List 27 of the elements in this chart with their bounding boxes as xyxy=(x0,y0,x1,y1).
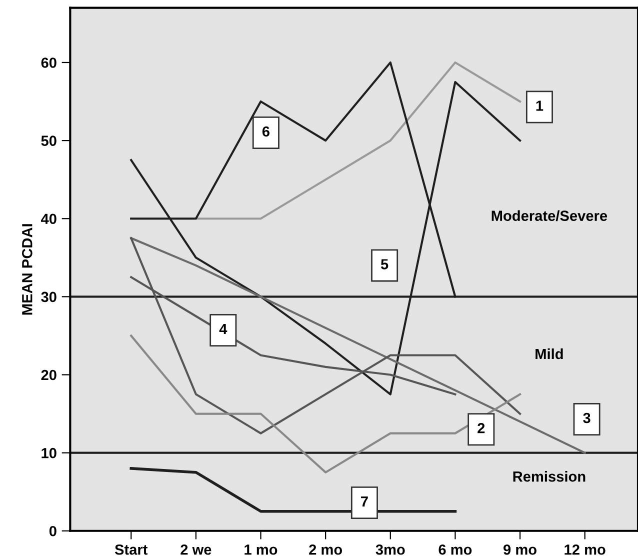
x-tick-label: 2 mo xyxy=(309,544,342,555)
annotation: 5 xyxy=(380,259,388,270)
line-series xyxy=(130,237,522,434)
annotation: 7 xyxy=(361,496,368,507)
y-axis-title: MEAN PCDAI xyxy=(22,224,32,315)
annotation: 6 xyxy=(262,126,270,137)
x-tick-label: 9 mo xyxy=(504,544,536,555)
y-tick-label: 50 xyxy=(41,136,56,146)
x-tick-label: 6 mo xyxy=(438,544,472,555)
band-label: Moderate/Severe xyxy=(492,210,608,222)
band-label: Remission xyxy=(513,471,586,482)
annotation: 2 xyxy=(478,422,485,434)
annotation: 4 xyxy=(219,324,228,334)
annotation: 3 xyxy=(583,412,590,424)
x-tick-label: 12 mo xyxy=(564,544,606,555)
band-label: Mild xyxy=(536,348,563,360)
y-tick-label: 60 xyxy=(41,58,56,68)
x-tick-label: 1 mo xyxy=(244,544,278,555)
y-tick-label: 20 xyxy=(41,370,56,380)
x-tick-label: 2 we xyxy=(180,544,212,555)
x-tick-label: 3mo xyxy=(376,544,405,555)
y-tick-label: 10 xyxy=(42,448,56,458)
y-tick-label: 30 xyxy=(41,292,56,302)
y-tick-label: 0 xyxy=(49,526,56,536)
y-tick-label: 40 xyxy=(40,214,56,224)
annotation: 1 xyxy=(536,100,544,111)
x-tick-label: Start xyxy=(114,544,148,555)
